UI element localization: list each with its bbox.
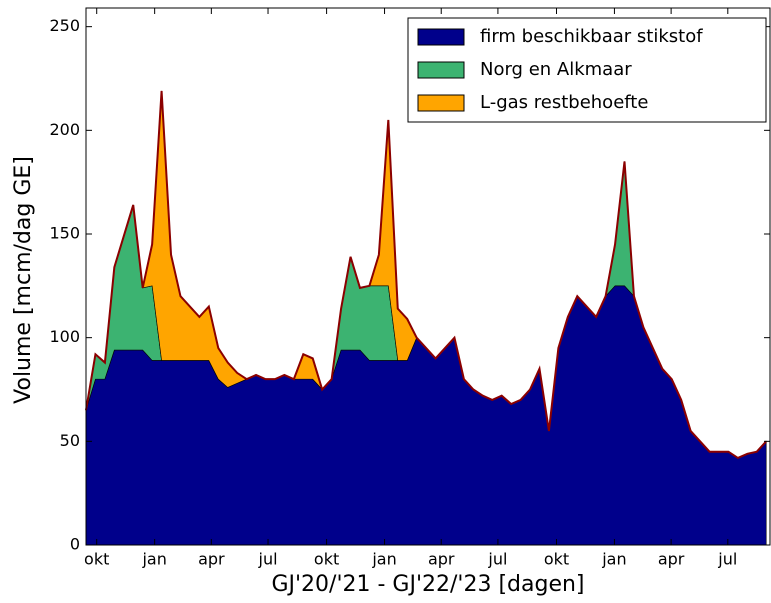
legend-label: Norg en Alkmaar <box>480 59 632 80</box>
y-tick-label: 150 <box>49 223 80 242</box>
x-tick-label: okt <box>314 550 339 569</box>
x-tick-label: okt <box>544 550 569 569</box>
x-tick-label: jul <box>487 550 507 569</box>
y-axis-label: Volume [mcm/dag GE] <box>11 156 36 404</box>
x-tick-label: jul <box>258 550 278 569</box>
x-tick-label: jan <box>601 550 626 569</box>
x-tick-label: jul <box>717 550 737 569</box>
x-tick-label: jan <box>371 550 396 569</box>
legend-swatch <box>417 61 465 79</box>
x-tick-label: apr <box>428 550 455 569</box>
legend-label: L-gas restbehoefte <box>480 92 648 113</box>
y-tick-label: 250 <box>49 16 80 35</box>
x-tick-label: apr <box>658 550 685 569</box>
x-tick-label: okt <box>84 550 109 569</box>
total-line <box>85 90 767 460</box>
legend: firm beschikbaar stikstof Norg en Alkmaar… <box>407 17 767 123</box>
plot-frame <box>85 7 771 546</box>
x-axis-label: GJ'20/'21 - GJ'22/'23 [dagen] <box>271 572 584 597</box>
x-tick-label: apr <box>198 550 225 569</box>
legend-swatch <box>417 94 465 112</box>
y-tick-label: 0 <box>70 535 80 554</box>
legend-label: firm beschikbaar stikstof <box>480 26 703 47</box>
y-tick-label: 100 <box>49 327 80 346</box>
legend-box <box>407 17 767 123</box>
legend-swatch <box>417 28 465 46</box>
y-tick-label: 200 <box>49 120 80 139</box>
y-tick-label: 50 <box>60 431 80 450</box>
x-tick-label: jan <box>141 550 166 569</box>
